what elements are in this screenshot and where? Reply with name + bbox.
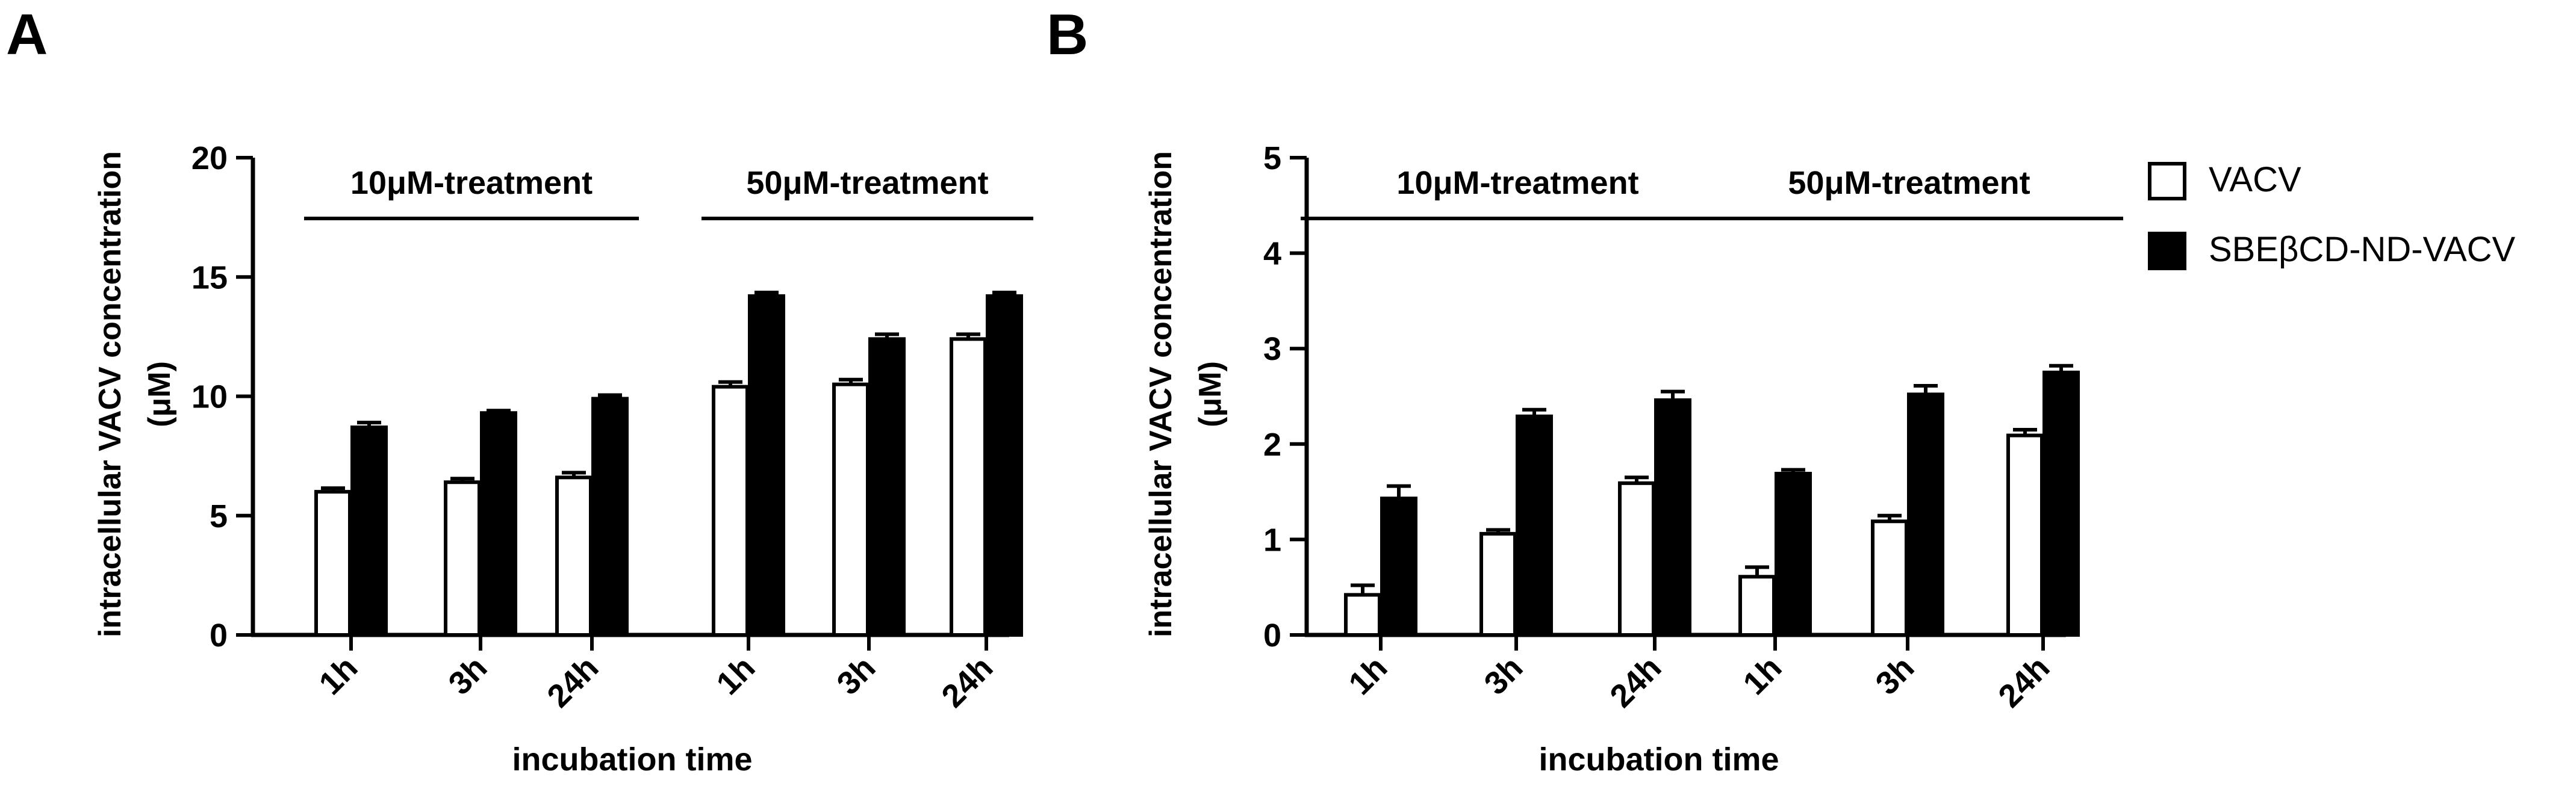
panel-b-label: B (1047, 2, 1088, 67)
panel-a-bar-sbe (986, 294, 1023, 637)
panel-b-bar-sbe (1907, 392, 1944, 637)
panel-b-bar-sbe (1516, 414, 1553, 637)
legend-label-vacv: VACV (2209, 160, 2301, 199)
panel-a-x-tick-label: 1h (709, 649, 762, 702)
panel-a-bar-vacv (555, 475, 593, 637)
panel-a-bar-vacv (712, 385, 749, 637)
panel-a-bar-vacv (314, 490, 352, 637)
panel-a-x-tick-label: 24h (540, 649, 605, 714)
panel-a-bar-sbe (591, 397, 629, 637)
legend: VACV SBEβCD-ND-VACV (2148, 160, 2516, 270)
panel-a-x-tick-label: 1h (312, 649, 364, 702)
panel-b-y-axis-label: intracellular VACV concentration (1143, 151, 1178, 637)
panel-b-x-tick-label: 3h (1477, 649, 1529, 702)
panel-a-y-tick-label: 5 (210, 498, 228, 534)
panel-a-x-tick-label: 3h (441, 649, 494, 702)
panel-b-y-tick-label: 2 (1263, 427, 1281, 463)
panel-a-group-label: 10μM-treatment (350, 165, 593, 201)
panel-b-y-tick-label: 1 (1263, 522, 1281, 558)
panel-a-x-tick-label: 24h (935, 649, 1000, 714)
panel-b-bar-vacv (1618, 481, 1655, 637)
panel-b-bar-vacv (2006, 433, 2044, 637)
panel-b-y-axis-unit: (μM) (1193, 361, 1228, 427)
panel-a-y-axis-unit: (μM) (142, 361, 177, 427)
panel-b-x-tick-label: 24h (1603, 649, 1668, 714)
panel-b-x-tick-label: 1h (1736, 649, 1788, 702)
legend-swatch-sbe (2148, 232, 2186, 270)
panel-a-y-tick-label: 10 (191, 379, 228, 415)
panel-b-x-tick-label: 1h (1342, 649, 1394, 702)
panel-b-x-axis-label: incubation time (1538, 741, 1779, 778)
panel-b-y-tick-label: 5 (1263, 140, 1281, 176)
panel-b-bar-vacv (1344, 593, 1381, 637)
panel-b-bar-sbe (1380, 497, 1417, 637)
panel-a-bar-vacv (444, 480, 481, 637)
panel-b-x-tick-label: 24h (1991, 649, 2056, 714)
panel-a: A 0 5 10 15 20 1h 3h 24h 1h 3h 24h 10μM-treatment 5… (6, 2, 1033, 778)
panel-a-bar-sbe (748, 294, 785, 637)
panel-a-x-tick-label: 3h (830, 649, 882, 702)
panel-a-bar-vacv (950, 337, 987, 637)
panel-a-y-tick-label: 20 (191, 140, 228, 176)
panel-b-bar-sbe (1654, 398, 1691, 637)
panel-b-bar-vacv (1479, 531, 1517, 637)
panel-b-y-tick-label: 4 (1263, 236, 1281, 272)
panel-b-bar-sbe (1775, 471, 1812, 637)
panel-a-y-tick-label: 0 (210, 617, 228, 654)
panel-a-group-label: 50μM-treatment (746, 165, 988, 201)
panel-b-y-tick-label: 0 (1263, 617, 1281, 654)
panel-b-bar-vacv (1871, 519, 1908, 637)
panel-a-bar-sbe (868, 337, 906, 637)
panel-b-bar-vacv (1738, 575, 1776, 637)
panel-b-x-tick-label: 3h (1868, 649, 1921, 702)
panel-a-y-axis-label: intracellular VACV concentration (93, 151, 128, 637)
legend-label-sbe: SBEβCD-ND-VACV (2209, 230, 2516, 269)
panel-a-bar-vacv (832, 382, 870, 637)
panel-b: B 0 1 2 3 4 5 1h 3h 24h 1h 3h 24h 10μM-treatment 50μ… (1047, 2, 2123, 778)
panel-a-bar-sbe (350, 425, 388, 637)
panel-b-group-label: 10μM-treatment (1396, 165, 1638, 201)
panel-b-group-label: 50μM-treatment (1788, 165, 2030, 201)
panel-a-x-axis-label: incubation time (512, 741, 752, 778)
panel-a-y-tick-label: 15 (191, 259, 228, 296)
panel-b-bar-sbe (2042, 370, 2080, 637)
legend-swatch-vacv (2148, 162, 2186, 200)
panel-b-y-tick-label: 3 (1263, 331, 1281, 367)
panel-a-label: A (6, 2, 48, 67)
panel-a-bar-sbe (480, 411, 517, 637)
